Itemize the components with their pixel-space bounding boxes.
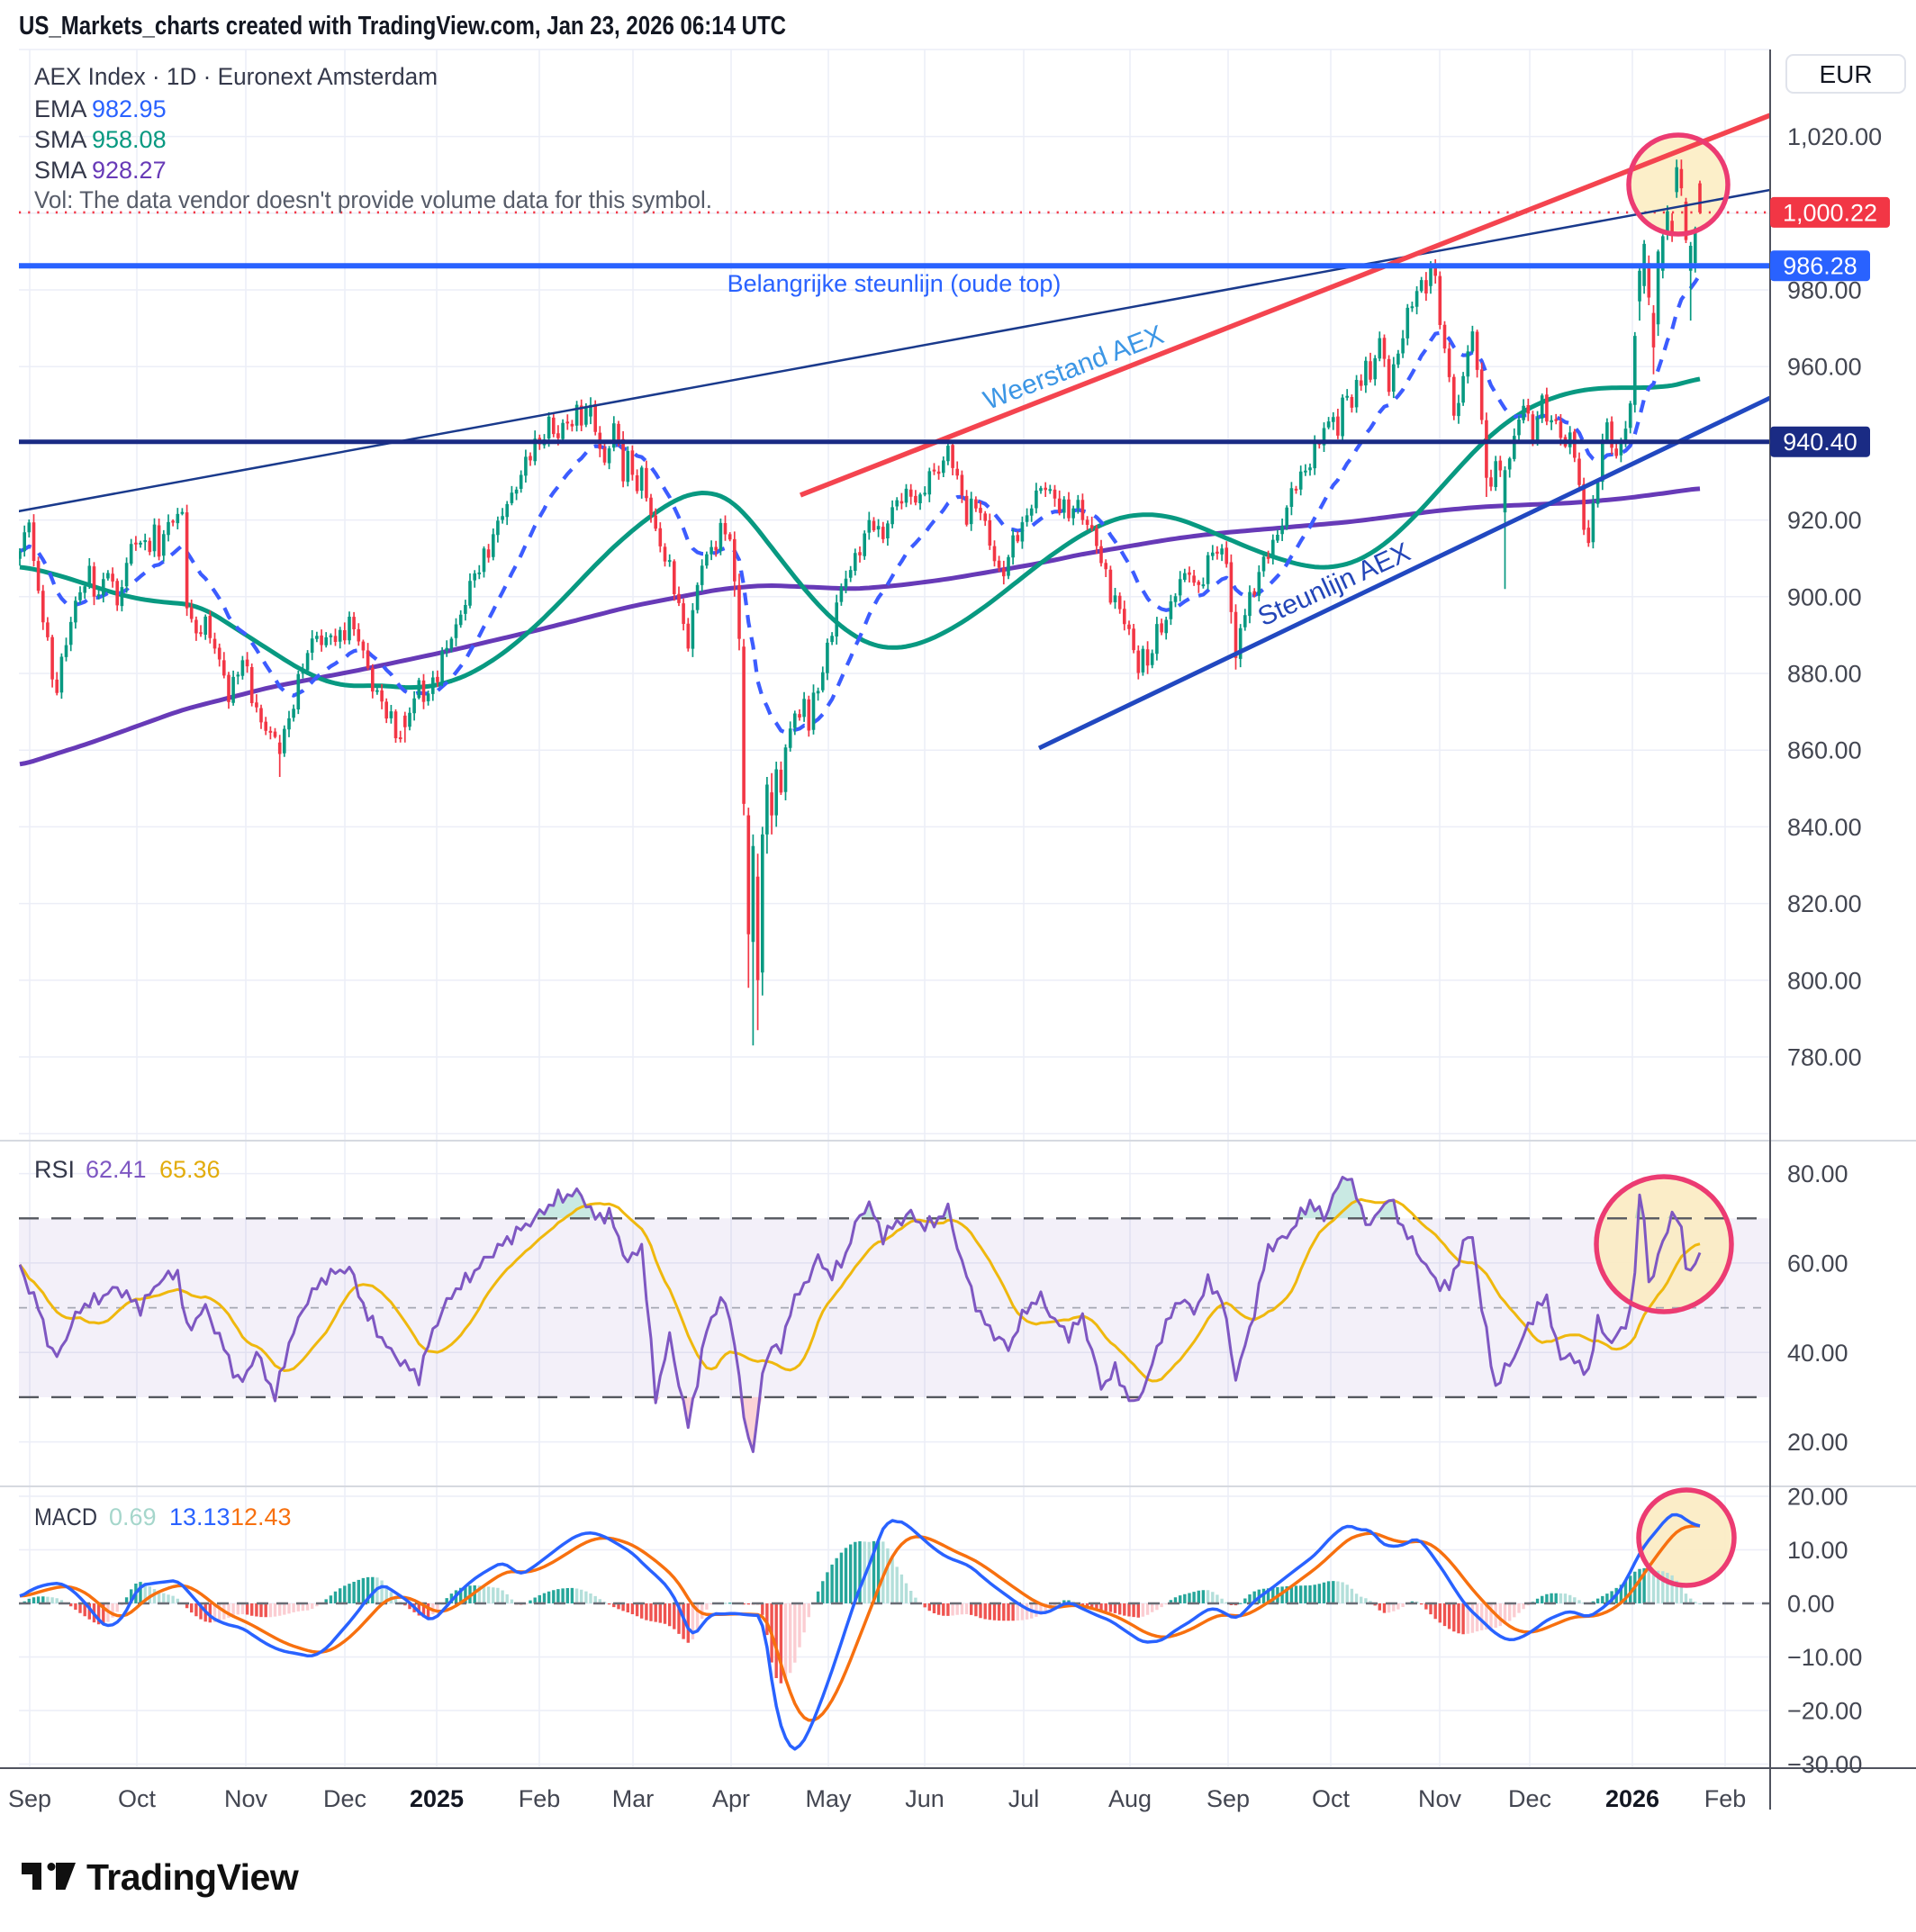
- svg-text:940.40: 940.40: [1783, 429, 1857, 456]
- svg-text:RSI 62.41 65.36: RSI 62.41 65.36: [34, 1156, 221, 1183]
- svg-text:US_Markets_charts created with: US_Markets_charts created with TradingVi…: [19, 12, 786, 41]
- svg-text:Dec: Dec: [1508, 1785, 1551, 1812]
- svg-text:Apr: Apr: [712, 1785, 750, 1812]
- svg-text:May: May: [805, 1785, 852, 1812]
- svg-text:Feb: Feb: [519, 1785, 561, 1812]
- svg-text:20.00: 20.00: [1787, 1429, 1848, 1456]
- svg-text:800.00: 800.00: [1787, 967, 1862, 994]
- svg-text:900.00: 900.00: [1787, 583, 1862, 610]
- svg-text:840.00: 840.00: [1787, 814, 1862, 841]
- svg-text:−10.00: −10.00: [1787, 1644, 1862, 1671]
- svg-text:40.00: 40.00: [1787, 1340, 1848, 1367]
- svg-text:EMA 982.95: EMA 982.95: [34, 95, 167, 122]
- svg-text:780.00: 780.00: [1787, 1044, 1862, 1071]
- svg-text:1,020.00: 1,020.00: [1787, 123, 1882, 150]
- svg-text:Feb: Feb: [1704, 1785, 1747, 1812]
- svg-text:Jul: Jul: [1008, 1785, 1040, 1812]
- svg-text:−30.00: −30.00: [1787, 1751, 1862, 1778]
- svg-text:Nov: Nov: [224, 1785, 268, 1812]
- svg-text:Sep: Sep: [8, 1785, 51, 1812]
- svg-text:1,000.22: 1,000.22: [1783, 199, 1877, 226]
- svg-text:EUR: EUR: [1819, 60, 1872, 88]
- svg-text:−20.00: −20.00: [1787, 1698, 1862, 1725]
- svg-text:880.00: 880.00: [1787, 661, 1862, 688]
- svg-text:60.00: 60.00: [1787, 1250, 1848, 1277]
- svg-text:920.00: 920.00: [1787, 507, 1862, 534]
- svg-text:986.28: 986.28: [1783, 253, 1857, 280]
- svg-text:SMA 958.08: SMA 958.08: [34, 126, 167, 153]
- svg-text:2026: 2026: [1605, 1785, 1659, 1812]
- svg-text:SMA 928.27: SMA 928.27: [34, 157, 167, 184]
- svg-text:960.00: 960.00: [1787, 354, 1862, 381]
- svg-text:Oct: Oct: [1312, 1785, 1351, 1812]
- svg-text:2025: 2025: [410, 1785, 464, 1812]
- svg-text:Sep: Sep: [1207, 1785, 1250, 1812]
- svg-text:AEX Index · 1D · Euronext Amst: AEX Index · 1D · Euronext Amsterdam: [34, 63, 438, 90]
- svg-text:TradingView: TradingView: [86, 1856, 299, 1898]
- svg-text:MACD 0.69 13.13 12.43: MACD 0.69 13.13 12.43: [34, 1503, 292, 1530]
- svg-text:Oct: Oct: [118, 1785, 157, 1812]
- svg-text:Vol: The data vendor doesn't p: Vol: The data vendor doesn't provide vol…: [34, 186, 712, 213]
- svg-text:Jun: Jun: [905, 1785, 944, 1812]
- svg-text:820.00: 820.00: [1787, 890, 1862, 917]
- svg-text:80.00: 80.00: [1787, 1160, 1848, 1187]
- svg-text:980.00: 980.00: [1787, 277, 1862, 304]
- svg-text:0.00: 0.00: [1787, 1591, 1835, 1618]
- svg-text:20.00: 20.00: [1787, 1484, 1848, 1511]
- svg-text:860.00: 860.00: [1787, 737, 1862, 764]
- svg-text:Mar: Mar: [612, 1785, 655, 1812]
- svg-text:Dec: Dec: [323, 1785, 366, 1812]
- svg-text:10.00: 10.00: [1787, 1537, 1848, 1564]
- svg-text:Aug: Aug: [1108, 1785, 1152, 1812]
- svg-text:Belangrijke steunlijn (oude to: Belangrijke steunlijn (oude top): [728, 270, 1062, 297]
- svg-text:Nov: Nov: [1418, 1785, 1462, 1812]
